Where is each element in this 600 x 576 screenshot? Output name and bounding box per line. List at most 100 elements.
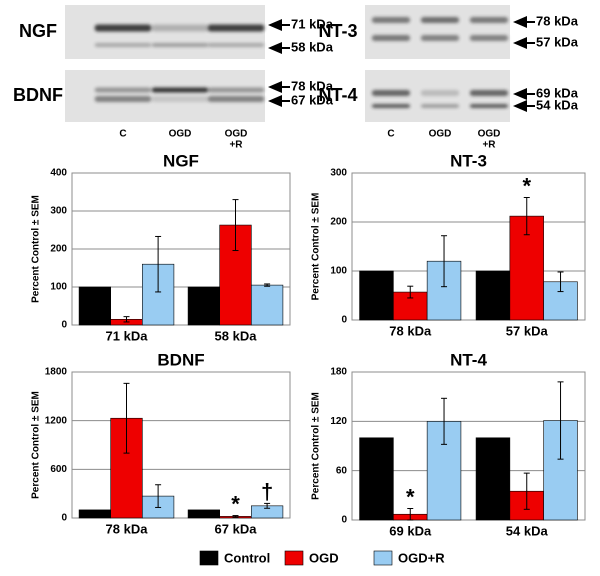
chart-title: NT-3 (450, 151, 487, 170)
marker-arrow (268, 81, 282, 93)
x-tick-label: 54 kDa (506, 523, 549, 538)
annotation: * (406, 484, 415, 509)
plot-frame (71, 371, 291, 519)
blot-band (151, 43, 209, 47)
bar (78, 509, 111, 519)
marker-label: 58 kDa (291, 39, 334, 54)
marker-label: 69 kDa (536, 85, 579, 100)
plot-frame (351, 371, 586, 521)
marker-arrow (268, 42, 282, 54)
bar (359, 270, 394, 321)
blot-band (420, 17, 460, 23)
blot-band (469, 90, 509, 96)
marker-arrow (513, 88, 527, 100)
y-tick-label: 200 (330, 217, 347, 228)
blot-band (94, 24, 152, 32)
blot-image (65, 5, 265, 59)
lane-label: +R (229, 140, 243, 151)
bar (251, 284, 284, 326)
x-tick-label: 57 kDa (506, 323, 549, 338)
error-bar (523, 472, 530, 510)
marker-label: 78 kDa (536, 13, 579, 28)
blot-band (371, 90, 411, 96)
x-tick-label: 78 kDa (389, 323, 432, 338)
error-bar (557, 271, 564, 293)
lane-label: C (119, 129, 126, 140)
y-axis-label: Percent Control ± SEM (311, 193, 322, 301)
marker-label: 54 kDa (536, 97, 579, 112)
legend-swatch (199, 550, 219, 566)
marker-label: 78 kDa (291, 78, 334, 93)
lane-label: OGD (478, 129, 501, 140)
error-bar (123, 382, 130, 454)
error-bar (264, 502, 271, 509)
marker-arrow (513, 100, 527, 112)
blot-band (151, 96, 209, 102)
marker-arrow (513, 16, 527, 28)
blot-band (151, 24, 209, 32)
bar (475, 270, 511, 321)
blot-band (469, 17, 509, 23)
legend-swatch (284, 550, 304, 566)
lane-label: OGD (225, 129, 248, 140)
blot-band (371, 17, 411, 23)
y-tick-label: 600 (50, 464, 67, 475)
bar (475, 437, 511, 521)
y-tick-label: 0 (341, 315, 347, 326)
x-tick-label: 67 kDa (215, 521, 258, 536)
error-bar (407, 285, 414, 299)
error-bar (557, 381, 564, 460)
error-bar (441, 397, 448, 445)
error-bar (264, 283, 271, 287)
y-axis-label: Percent Control ± SEM (311, 392, 322, 500)
error-bar (123, 316, 130, 323)
error-bar (441, 235, 448, 288)
legend-swatch (373, 550, 393, 566)
legend-label: OGD (309, 550, 339, 565)
error-bar (232, 199, 239, 252)
blot-band (420, 90, 460, 96)
blot-label: NT-3 (318, 21, 357, 41)
lane-label: +R (482, 140, 496, 151)
blot-band (371, 35, 411, 41)
blot-band (94, 96, 152, 102)
chart-title: BDNF (157, 350, 204, 369)
blot-band (94, 87, 152, 93)
y-tick-label: 100 (330, 266, 347, 277)
legend-label: OGD+R (398, 550, 445, 565)
marker-label: 57 kDa (536, 34, 579, 49)
y-tick-label: 120 (330, 416, 347, 427)
x-tick-label: 78 kDa (106, 521, 149, 536)
blot-band (469, 35, 509, 41)
blot-band (207, 96, 265, 102)
annotation: † (261, 479, 273, 504)
y-tick-label: 1200 (45, 415, 68, 426)
marker-arrow (513, 37, 527, 49)
blot-band (207, 24, 265, 32)
bar (187, 286, 220, 326)
blot-label: NGF (19, 21, 57, 41)
y-tick-label: 300 (330, 168, 347, 179)
blot-band (469, 104, 509, 108)
y-tick-label: 0 (61, 320, 67, 331)
y-tick-label: 180 (330, 367, 347, 378)
annotation: * (522, 173, 531, 198)
lane-label: C (387, 129, 394, 140)
blot-band (94, 43, 152, 47)
error-bar (232, 515, 239, 518)
y-tick-label: 0 (341, 515, 347, 526)
blot-band (420, 35, 460, 41)
bar (187, 509, 220, 519)
blot-image (365, 5, 510, 59)
error-bar (155, 235, 162, 293)
chart-title: NGF (163, 151, 199, 170)
y-tick-label: 200 (50, 244, 67, 255)
blot-band (207, 43, 265, 47)
annotation: * (231, 491, 240, 516)
y-axis-label: Percent Control ± SEM (31, 195, 42, 303)
blot-band (420, 104, 460, 108)
legend-label: Control (224, 550, 270, 565)
blot-band (371, 104, 411, 108)
plot-frame (71, 172, 291, 326)
x-tick-label: 71 kDa (106, 328, 149, 343)
